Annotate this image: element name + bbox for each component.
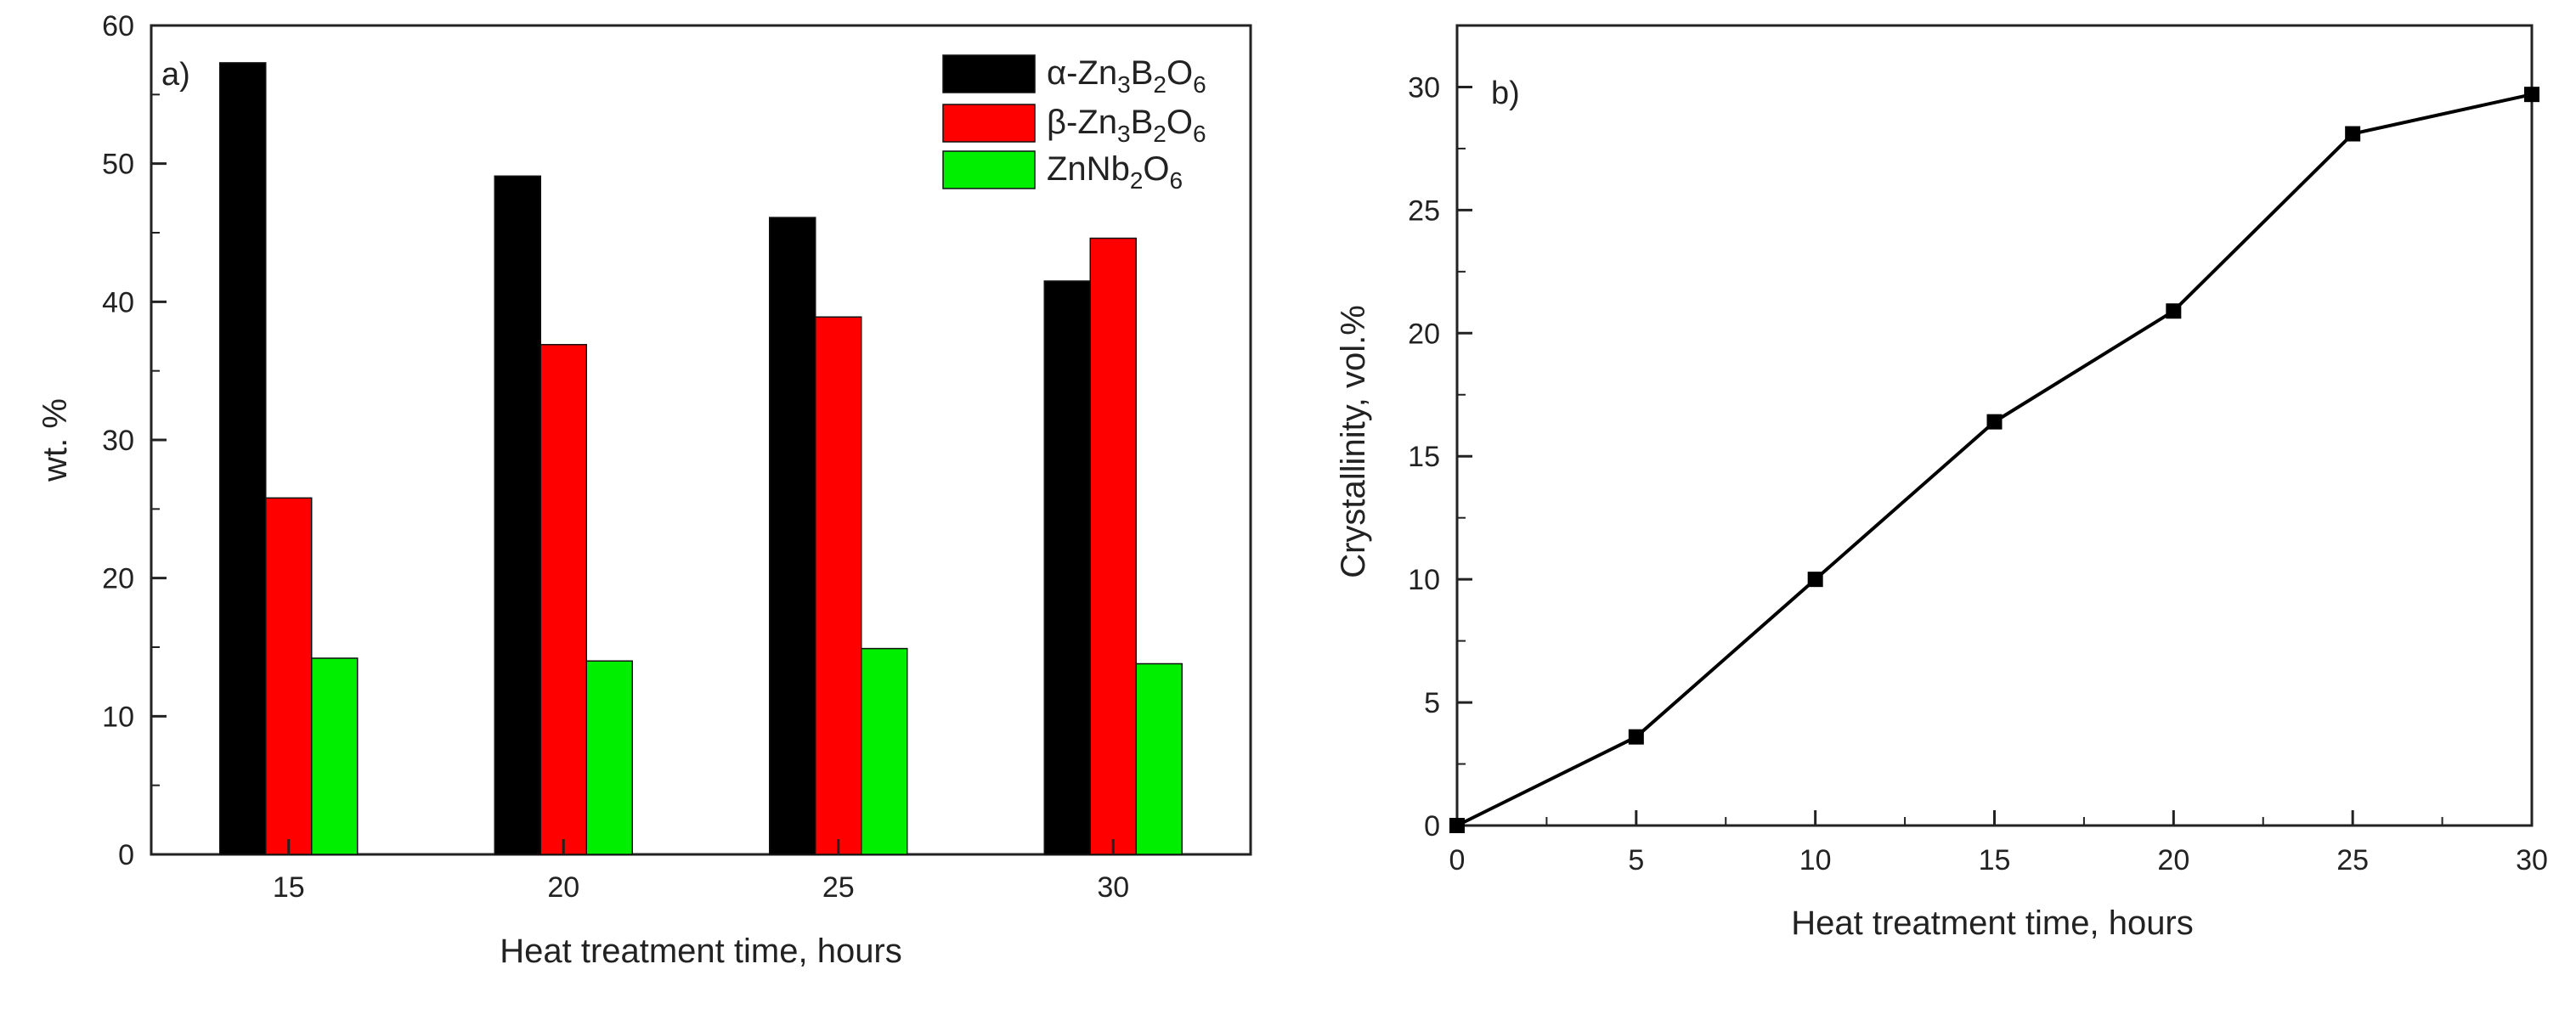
- bar-chart-x-axis-title: Heat treatment time, hours: [500, 933, 902, 970]
- bar-1-20: [494, 175, 541, 855]
- bar-1-25: [769, 217, 816, 855]
- line-chart-x-tick-label: 5: [1628, 844, 1644, 876]
- bar-chart-x-tick-label: 20: [547, 871, 579, 904]
- bar-3-25: [861, 647, 908, 855]
- line-chart-panel: 0 5 10 15 20 25 30 0 5 10 15 20 25 30 b) Heat treatm…: [1335, 24, 2548, 942]
- line-point-15: [1986, 414, 2003, 430]
- line-chart-x-tick-label: 30: [2516, 844, 2548, 876]
- bar-2-25: [815, 316, 862, 855]
- bar-3-20: [585, 660, 633, 855]
- line-chart-x-tick-label: 20: [2157, 844, 2189, 876]
- bar-chart-panel-label: a): [161, 57, 190, 93]
- line-point-20: [2166, 303, 2182, 319]
- line-chart-y-tick-label: 25: [1408, 194, 1440, 227]
- line-series-1: [1456, 93, 2533, 827]
- line-chart-y-tick-label: 10: [1408, 564, 1440, 596]
- bar-chart-y-tick-label: 40: [102, 286, 134, 318]
- bar-2-20: [539, 344, 587, 855]
- line-chart-y-axis-title: Crystallinity, vol.%: [1335, 305, 1372, 578]
- bar-chart-x-tick-label: 15: [273, 871, 305, 904]
- bar-2-15: [265, 497, 313, 855]
- bar-3-15: [311, 657, 359, 855]
- legend-label-3: ZnNb2O6: [1047, 150, 1183, 194]
- legend-label-2: β-Zn3B2O6: [1047, 104, 1206, 147]
- line-chart-x-tick-label: 25: [2336, 844, 2369, 876]
- bar-1-15: [219, 62, 267, 855]
- line-chart-x-tick-label: 0: [1449, 844, 1466, 876]
- bar-chart-y-tick-label: 60: [102, 10, 134, 42]
- bar-chart-x-tick-label: 25: [822, 871, 855, 904]
- bar-2-30: [1089, 237, 1137, 855]
- bar-3-30: [1135, 662, 1183, 855]
- line-chart-x-tick-label: 15: [1979, 844, 2011, 876]
- bar-chart-x-tick-label: 30: [1097, 871, 1129, 904]
- legend-swatch-2: [942, 104, 1036, 143]
- line-point-5: [1628, 729, 1644, 745]
- line-chart-y-tick-label: 30: [1408, 71, 1440, 104]
- bar-chart-y-tick-label: 0: [118, 839, 134, 871]
- bar-1-30: [1043, 280, 1091, 855]
- line-point-25: [2345, 126, 2361, 142]
- legend-swatch-3: [942, 150, 1036, 189]
- line-chart-x-axis-title: Heat treatment time, hours: [1791, 904, 2194, 942]
- bar-chart-y-tick-label: 20: [102, 563, 134, 595]
- line-chart-y-tick-label: 5: [1424, 687, 1440, 719]
- bar-chart-y-tick-label: 10: [102, 701, 134, 733]
- line-point-0: [1449, 818, 1465, 833]
- legend-label-1: α-Zn3B2O6: [1047, 54, 1206, 98]
- bar-chart-panel: 0 10 20 30 40 50 60 15 20 25 30 a) Heat treatment…: [37, 10, 1252, 970]
- line-point-10: [1807, 572, 1823, 588]
- line-chart-y-tick-label: 20: [1408, 318, 1440, 350]
- line-chart-x-tick-label: 10: [1799, 844, 1832, 876]
- line-chart-panel-label: b): [1491, 76, 1520, 111]
- line-chart-y-tick-label: 0: [1424, 810, 1440, 842]
- bar-chart-y-axis-title: wt. %: [37, 398, 74, 482]
- bar-chart-y-tick-label: 50: [102, 149, 134, 181]
- line-point-30: [2524, 87, 2539, 103]
- line-chart-y-tick-label: 15: [1408, 441, 1440, 473]
- legend-swatch-1: [942, 54, 1036, 93]
- bar-chart-y-tick-label: 30: [102, 425, 134, 457]
